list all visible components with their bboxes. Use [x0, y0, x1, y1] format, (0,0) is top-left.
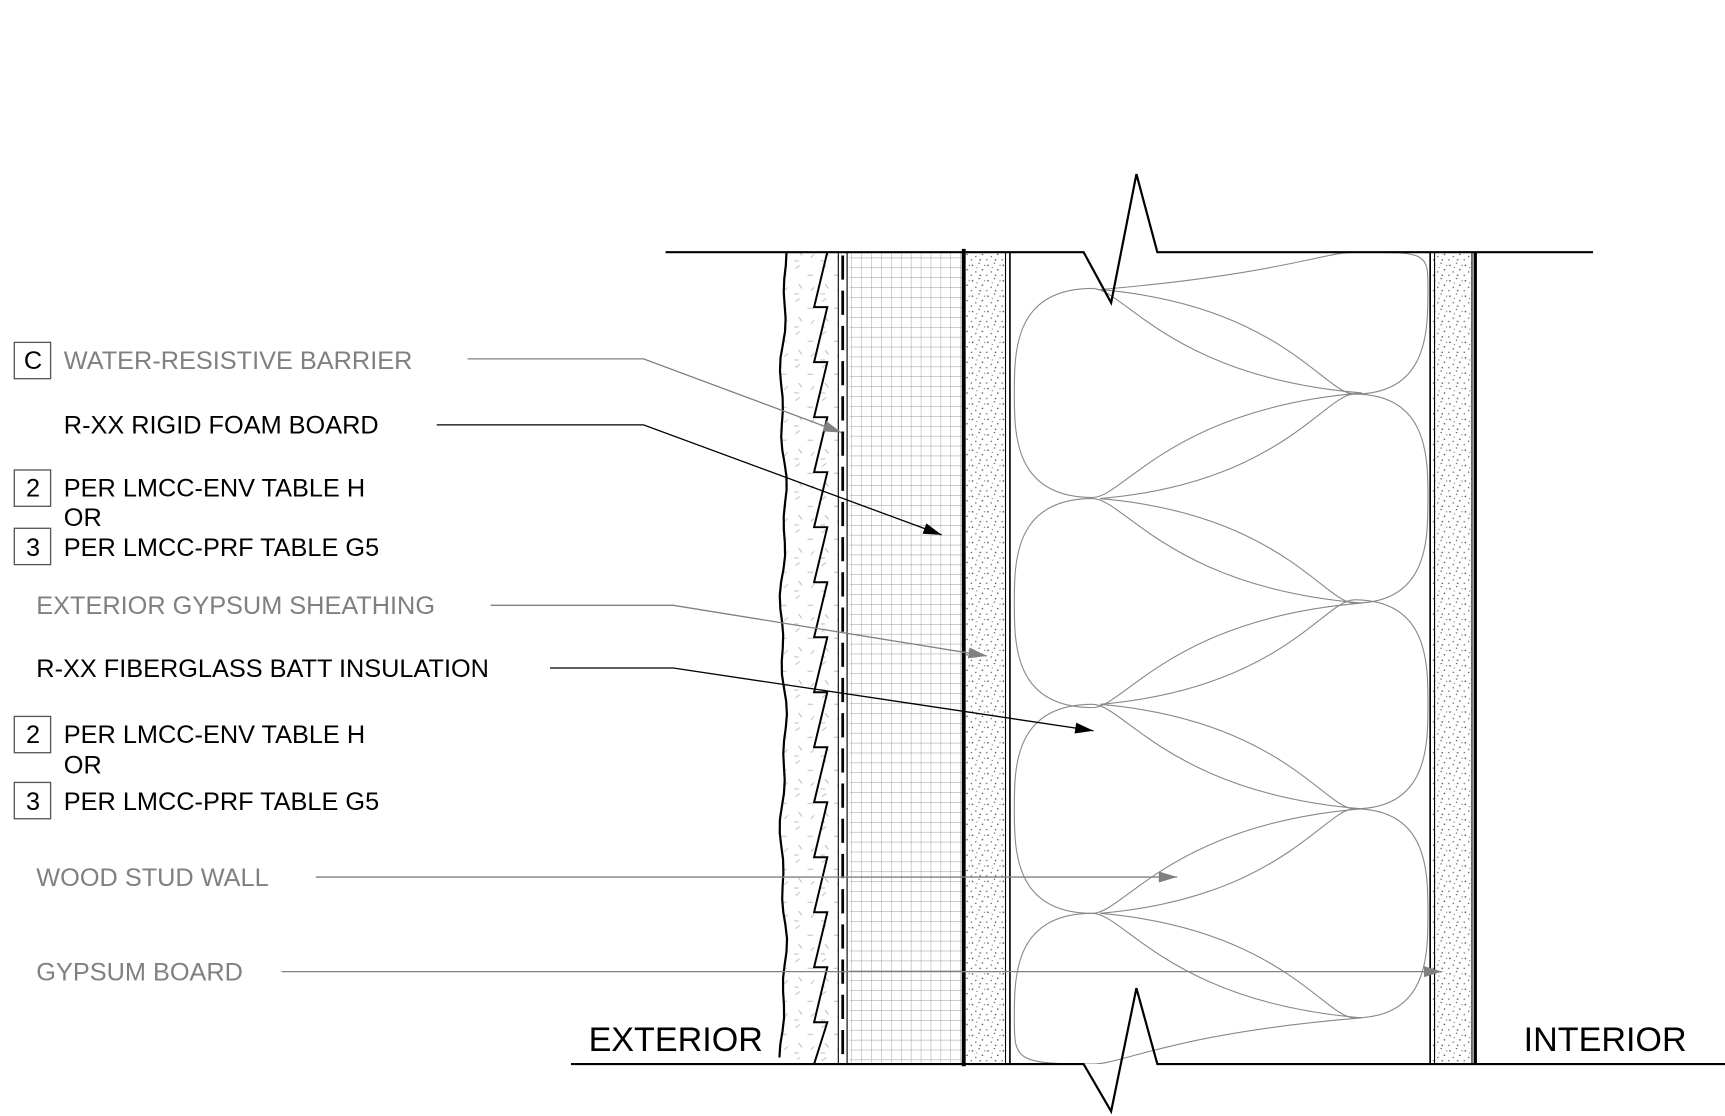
tag-box-2: 2 — [13, 469, 52, 507]
water-resistive-barrier — [837, 252, 848, 1065]
stucco-veneer — [778, 251, 839, 1065]
interior-label: INTERIOR — [1524, 1021, 1687, 1059]
label-env-table: PER LMCC-ENV TABLE H — [64, 474, 365, 502]
label-env-table: PER LMCC-ENV TABLE H — [64, 721, 365, 749]
batt-loop — [1013, 912, 1363, 1065]
svg-text:3: 3 — [26, 788, 40, 816]
batt-loop — [1013, 703, 1363, 914]
label-wood-stud-wall: WOOD STUD WALL — [36, 864, 268, 892]
svg-text:2: 2 — [26, 474, 40, 502]
tag-box-3: 3 — [13, 781, 52, 820]
leader-exterior-gypsum-sheathing — [490, 604, 987, 659]
batt-loop — [1100, 808, 1429, 1019]
batt-loop — [1100, 599, 1429, 810]
leader-fiberglass-batt — [550, 667, 1094, 734]
batt-loop — [1100, 393, 1429, 604]
svg-text:C: C — [24, 347, 42, 375]
label-or: OR — [64, 752, 102, 780]
exterior-gypsum-sheathing — [965, 252, 1006, 1065]
batt-loop — [1100, 252, 1429, 395]
gypsum-board — [1432, 252, 1472, 1065]
svg-text:2: 2 — [26, 721, 40, 749]
batt-loop — [1013, 498, 1363, 709]
tag-box-c: C — [13, 341, 52, 380]
leader-rigid-foam-board — [436, 424, 942, 536]
rigid-foam-board — [849, 252, 963, 1065]
fiberglass-batt-insulation — [1013, 252, 1429, 1065]
label-or: OR — [64, 504, 102, 532]
label-prf-table: PER LMCC-PRF TABLE G5 — [64, 534, 379, 562]
label-water-resistive-barrier: WATER-RESISTIVE BARRIER — [64, 347, 413, 375]
label-exterior-gypsum-sheathing: EXTERIOR GYPSUM SHEATHING — [36, 592, 435, 620]
label-gypsum-board: GYPSUM BOARD — [36, 958, 243, 986]
batt-loop — [1013, 287, 1363, 499]
tag-box-2: 2 — [13, 715, 52, 754]
label-prf-table: PER LMCC-PRF TABLE G5 — [64, 788, 379, 816]
top-break-line — [665, 173, 1593, 306]
bottom-break-line — [570, 987, 1725, 1115]
svg-text:3: 3 — [26, 534, 40, 562]
label-fiberglass-batt: R-XX FIBERGLASS BATT INSULATION — [36, 655, 489, 683]
tag-box-3: 3 — [13, 527, 52, 566]
leader-water-resistive-barrier — [467, 358, 842, 434]
label-rigid-foam-board: R-XX RIGID FOAM BOARD — [64, 412, 379, 440]
exterior-label: EXTERIOR — [589, 1021, 763, 1059]
